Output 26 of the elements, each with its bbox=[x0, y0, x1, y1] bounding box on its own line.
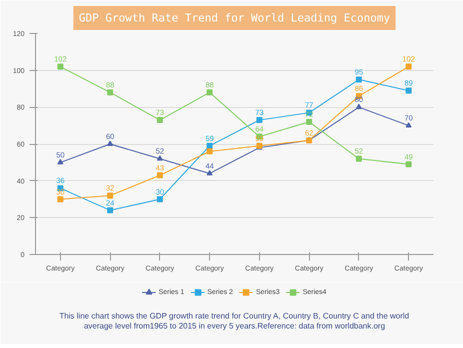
point bbox=[57, 159, 64, 164]
point bbox=[107, 192, 114, 199]
point bbox=[156, 117, 163, 124]
point bbox=[356, 76, 362, 83]
point bbox=[406, 122, 412, 128]
point bbox=[206, 142, 213, 149]
point bbox=[57, 64, 64, 70]
point bbox=[306, 118, 312, 125]
point bbox=[356, 156, 362, 162]
point bbox=[107, 89, 114, 96]
point bbox=[156, 155, 163, 161]
point bbox=[356, 104, 362, 110]
point bbox=[156, 196, 163, 202]
point bbox=[406, 64, 412, 70]
point bbox=[156, 172, 163, 178]
point bbox=[107, 140, 114, 146]
point bbox=[206, 89, 213, 96]
point bbox=[107, 207, 114, 214]
point bbox=[256, 117, 262, 124]
point bbox=[57, 196, 64, 202]
point bbox=[406, 88, 412, 94]
chart-title: GDP Growth Rate Trend for World Leading Economy bbox=[78, 12, 391, 24]
point bbox=[206, 148, 213, 154]
text: This line chart shows the GDP growth rate trend for Country A, Country B, Country C and the world average level from1965 to 2015 in every 5 years.Reference: data from worldbank.org bbox=[59, 312, 410, 330]
point bbox=[206, 170, 213, 176]
point bbox=[406, 161, 412, 168]
